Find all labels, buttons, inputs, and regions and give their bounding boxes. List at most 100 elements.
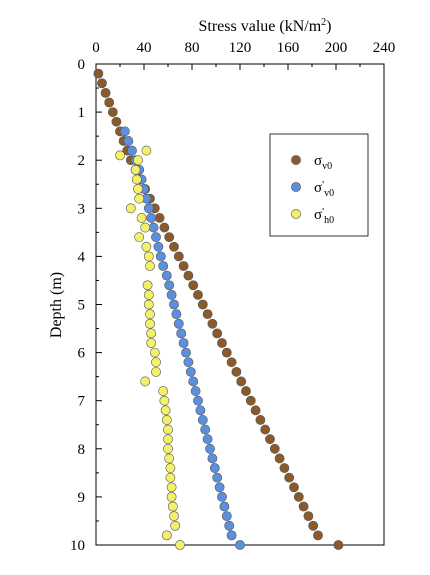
data-point <box>226 530 237 541</box>
data-point <box>183 270 194 281</box>
data-point <box>169 299 179 310</box>
data-point <box>193 289 203 300</box>
data-point <box>171 309 182 320</box>
data-point <box>265 434 275 445</box>
data-point <box>130 164 141 175</box>
data-point <box>226 357 237 368</box>
legend-symbol: σ <box>314 180 322 196</box>
data-point <box>119 126 130 137</box>
data-point <box>123 136 134 146</box>
data-point <box>190 386 201 396</box>
data-point <box>173 318 184 329</box>
series-2 <box>115 145 185 550</box>
data-point <box>175 540 185 550</box>
data-point <box>161 270 172 281</box>
data-point <box>212 328 223 339</box>
data-point <box>151 357 161 368</box>
data-point <box>111 116 122 127</box>
data-point <box>141 145 152 156</box>
data-point <box>158 386 169 396</box>
x-tick-label: 200 <box>325 40 348 56</box>
data-point <box>167 501 178 512</box>
data-point <box>145 309 155 320</box>
data-point <box>241 386 251 396</box>
x-tick-label: 0 <box>92 40 100 56</box>
data-point <box>289 482 299 493</box>
legend-marker <box>291 155 301 165</box>
y-tick-label: 6 <box>78 346 86 362</box>
legend-box <box>269 133 369 237</box>
data-point <box>313 530 323 541</box>
y-axis-title: Depth (m) <box>48 272 65 338</box>
data-point <box>145 261 155 271</box>
data-point <box>221 511 232 522</box>
data-point <box>255 415 266 425</box>
data-point <box>97 78 107 89</box>
y-tick-label: 8 <box>78 442 86 458</box>
y-tick-label: 9 <box>78 490 86 506</box>
data-point <box>93 68 104 79</box>
data-point <box>181 347 191 358</box>
legend-symbol: σ <box>314 153 322 169</box>
legend-symbol: σ <box>314 207 322 223</box>
data-point <box>140 376 151 387</box>
legend-subscript: h0 <box>324 215 334 226</box>
data-point <box>200 424 211 435</box>
data-point <box>178 338 189 348</box>
data-point <box>202 434 213 445</box>
data-point <box>164 232 175 243</box>
y-tick-label: 10 <box>70 538 85 554</box>
data-point <box>205 443 215 454</box>
data-point <box>159 395 170 406</box>
y-tick-label: 7 <box>78 394 86 410</box>
data-point <box>185 366 196 377</box>
data-point <box>165 463 176 473</box>
data-point <box>142 280 153 291</box>
data-point <box>160 405 171 416</box>
data-point <box>145 318 155 329</box>
data-point <box>236 376 247 387</box>
x-tick-label: 40 <box>137 40 152 56</box>
data-point <box>158 261 169 271</box>
data-point <box>153 241 164 252</box>
x-axis-ticks: 0 40 80 120 160 200 240 <box>92 40 395 70</box>
legend-label: σ'v0 <box>314 179 334 199</box>
legend-label: σ'h0 <box>314 206 334 226</box>
legend-marker <box>291 182 301 192</box>
data-point <box>133 155 143 166</box>
data-point <box>169 511 179 522</box>
data-point <box>219 501 230 512</box>
data-point <box>163 424 173 435</box>
data-point <box>183 357 194 368</box>
data-point <box>134 193 145 204</box>
data-point <box>100 87 111 98</box>
data-point <box>197 299 208 310</box>
data-point <box>202 309 213 320</box>
data-point <box>159 222 170 233</box>
series-0 <box>93 68 344 550</box>
legend-subscript: v0 <box>322 161 332 172</box>
data-point <box>134 232 145 243</box>
data-point <box>136 213 147 223</box>
y-tick-label: 1 <box>78 105 86 121</box>
data-point <box>154 213 165 223</box>
data-point <box>166 491 177 502</box>
data-point <box>155 251 166 262</box>
data-point <box>173 251 184 262</box>
data-point <box>164 453 175 464</box>
data-point <box>161 415 172 425</box>
data-point <box>195 405 206 416</box>
data-point <box>166 482 177 493</box>
data-point <box>209 463 220 473</box>
data-point <box>224 520 235 531</box>
data-point <box>245 395 256 406</box>
data-point <box>165 472 176 483</box>
x-tick-label: 120 <box>229 40 252 56</box>
data-point <box>298 501 309 512</box>
data-point <box>161 530 172 541</box>
data-point <box>149 347 160 358</box>
y-axis-ticks: 0 1 2 3 4 5 6 7 8 9 10 <box>70 57 102 554</box>
data-point <box>221 347 232 358</box>
legend-prime: ' <box>322 179 324 191</box>
